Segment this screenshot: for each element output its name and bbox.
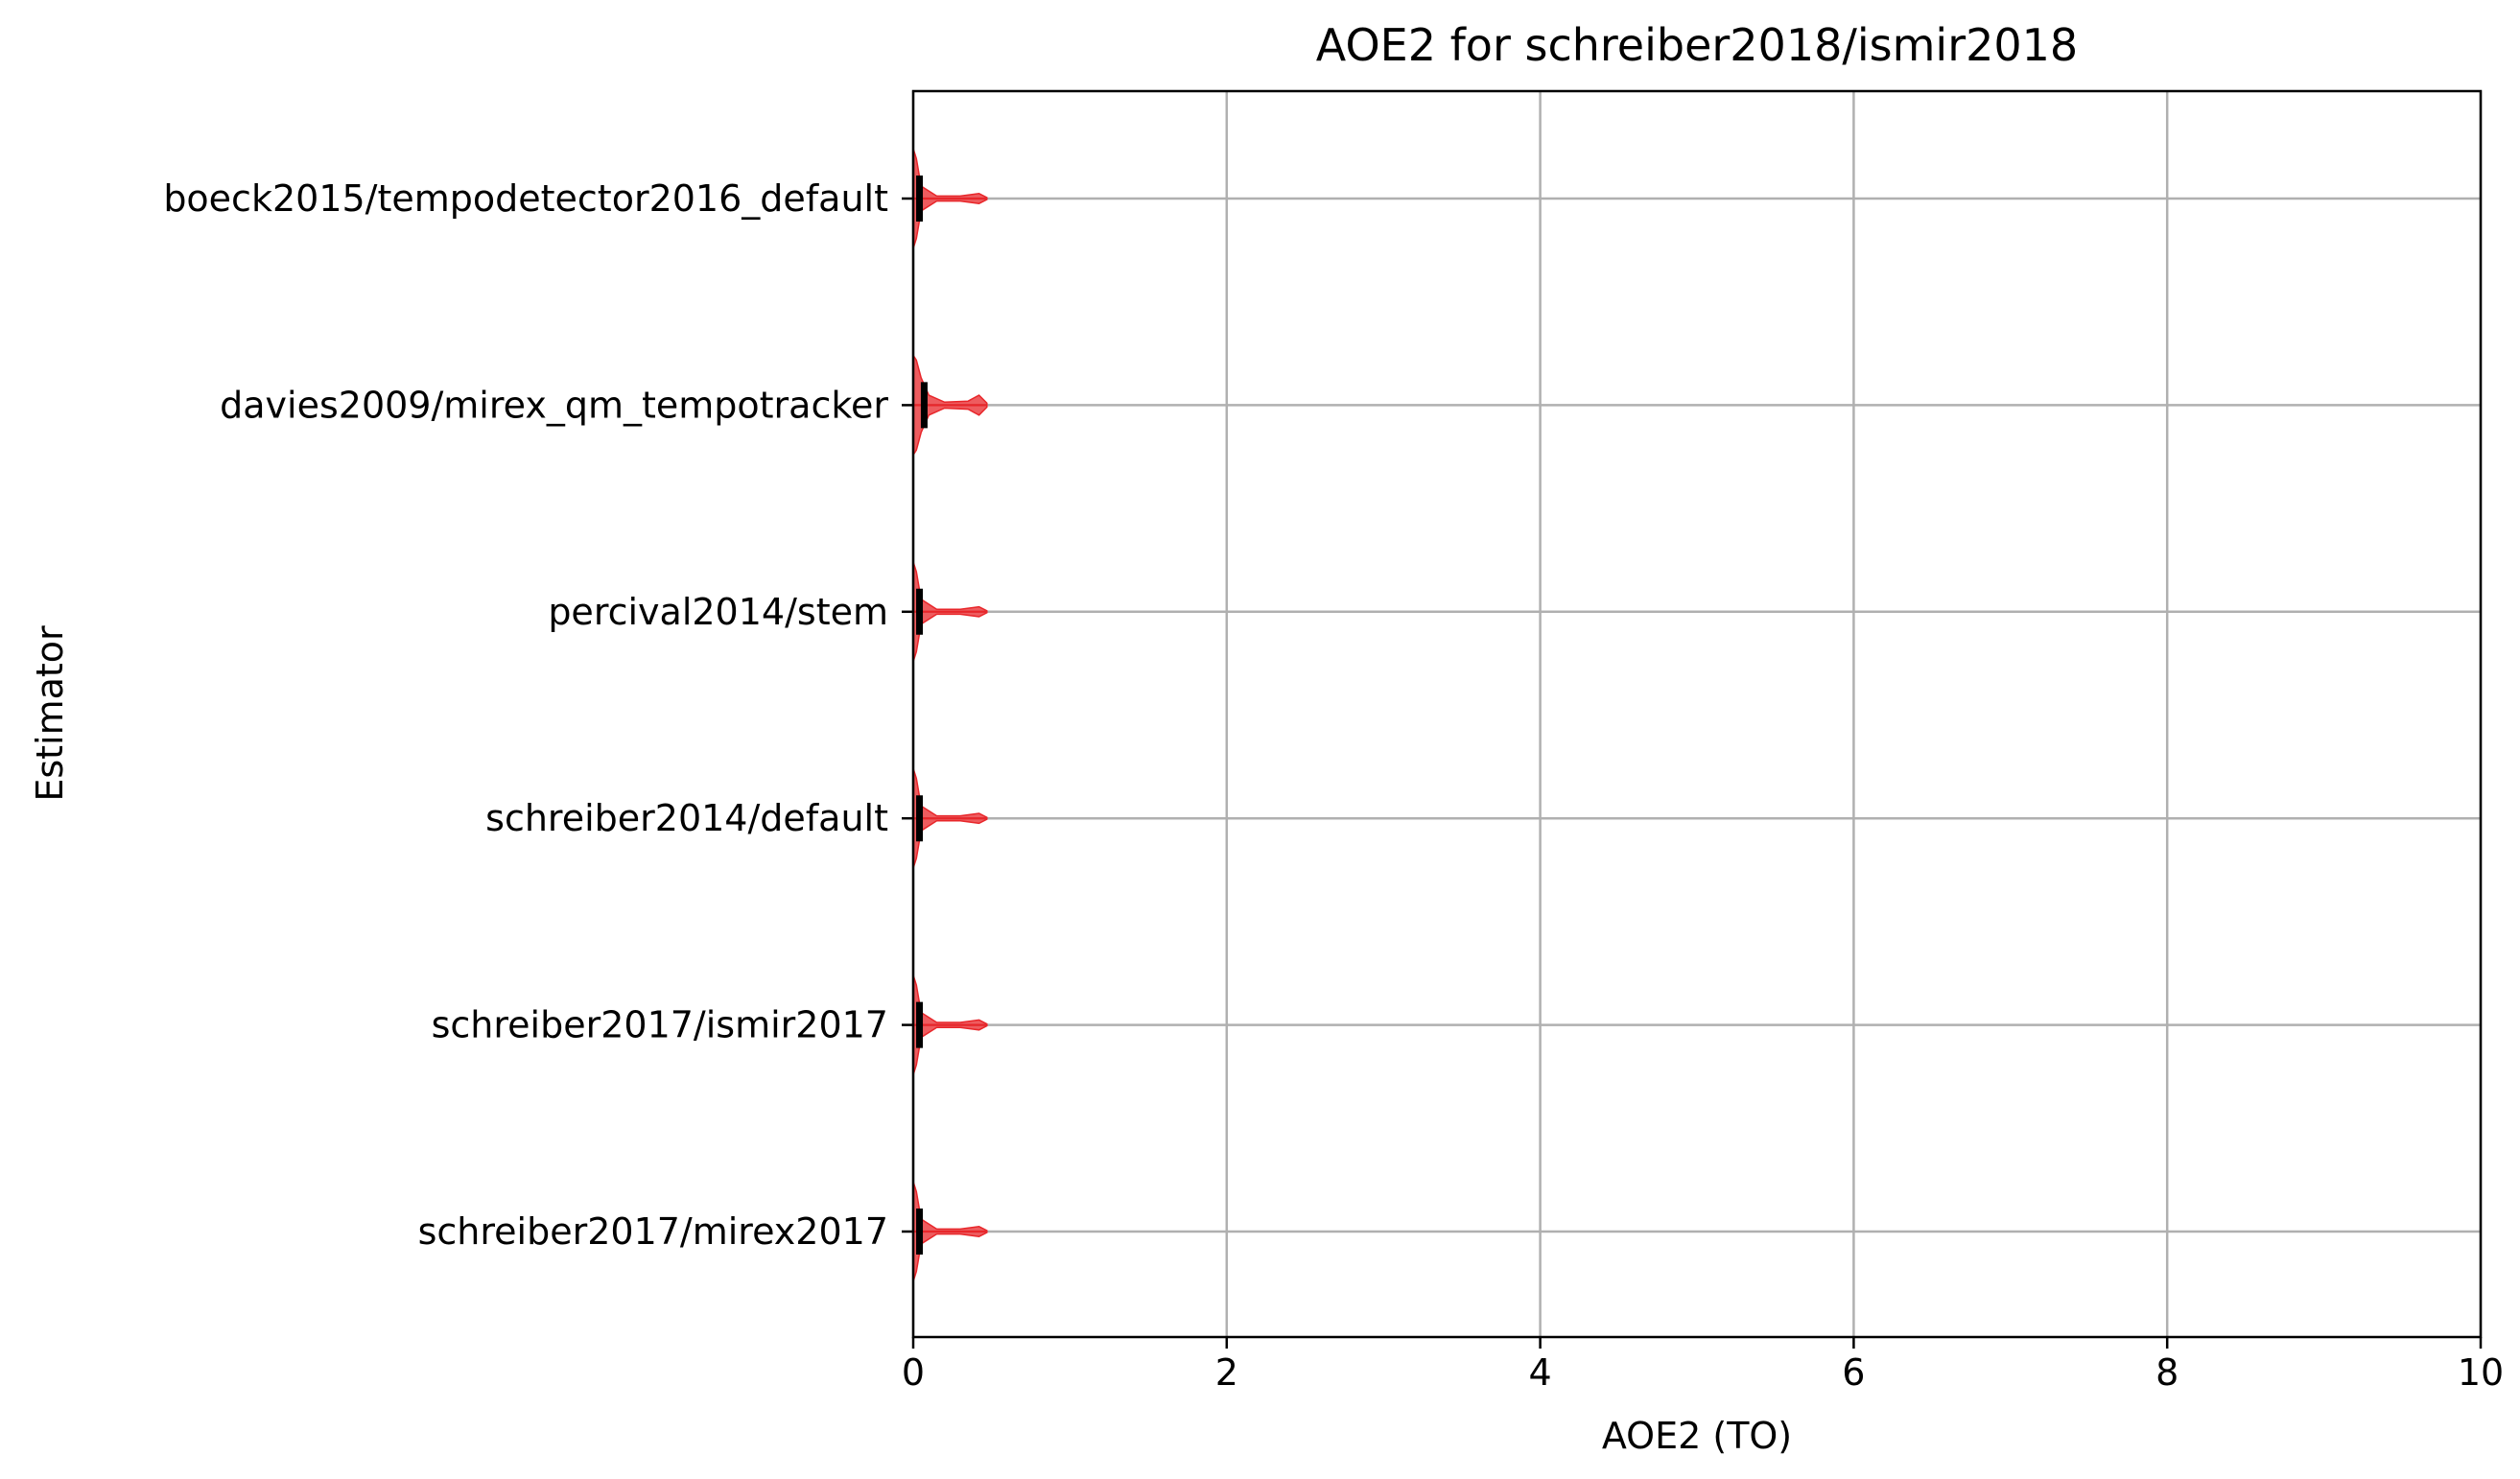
x-axis-ticks: 0 2 4 6 8 10 — [902, 1337, 2504, 1394]
x-tick-label: 8 — [2155, 1351, 2179, 1394]
x-tick-label: 6 — [1842, 1351, 1865, 1394]
y-axis-title: Estimator — [29, 625, 71, 802]
y-axis-ticks: boeck2015/tempodetector2016_defaultdavie… — [163, 177, 913, 1253]
chart-title: AOE2 for schreiber2018/ismir2018 — [1316, 19, 2078, 71]
y-tick-label: schreiber2014/default — [485, 797, 888, 839]
x-tick-label: 0 — [902, 1351, 925, 1394]
y-tick-label: schreiber2017/mirex2017 — [418, 1210, 888, 1253]
plot-area-frame — [911, 89, 2483, 1339]
y-tick-label: percival2014/stem — [548, 591, 888, 633]
violins — [912, 148, 988, 1282]
y-tick-label: boeck2015/tempodetector2016_default — [163, 177, 888, 220]
x-tick-label: 2 — [1215, 1351, 1238, 1394]
x-tick-label: 10 — [2458, 1351, 2504, 1394]
x-tick-label: 4 — [1529, 1351, 1552, 1394]
y-tick-label: davies2009/mirex_qm_tempotracker — [220, 384, 888, 426]
x-axis-title: AOE2 (TO) — [1602, 1415, 1792, 1457]
y-tick-label: schreiber2017/ismir2017 — [432, 1004, 888, 1046]
